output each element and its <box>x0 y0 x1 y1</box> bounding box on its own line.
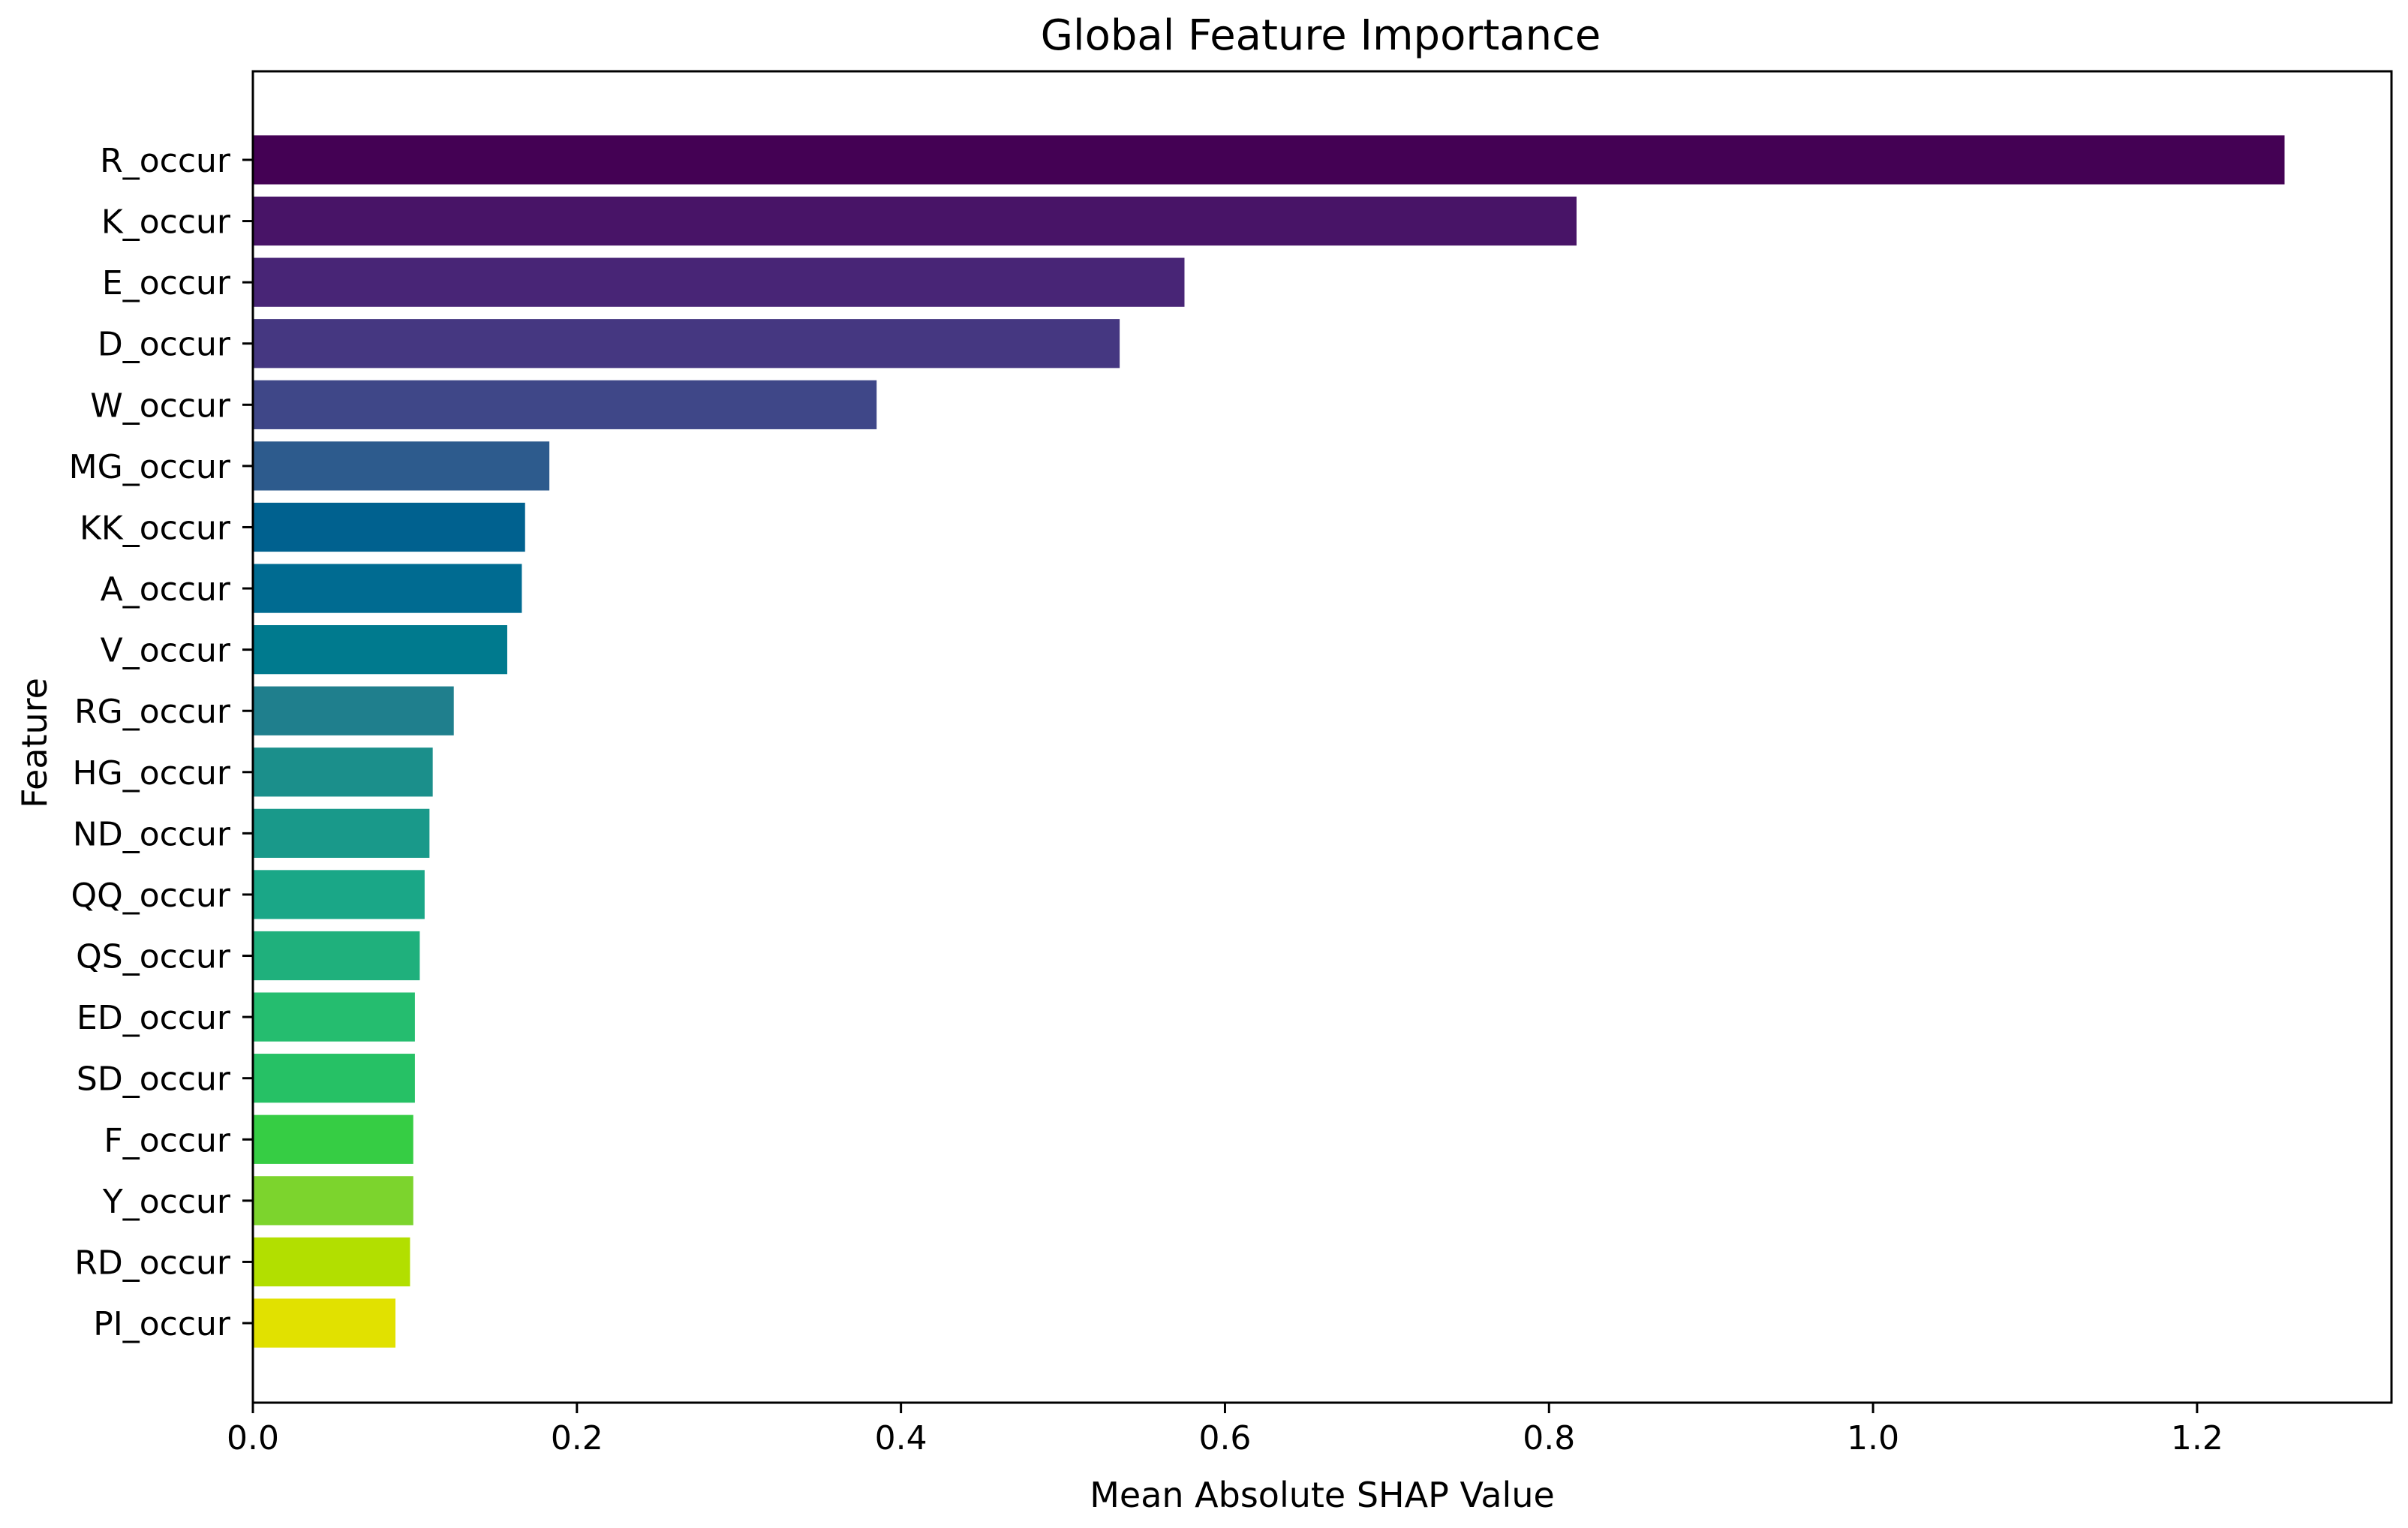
y-tick-label: K_occur <box>101 203 231 242</box>
x-axis-label: Mean Absolute SHAP Value <box>1090 1475 1555 1515</box>
bar-d-occur <box>254 319 1120 368</box>
bar-rd-occur <box>254 1237 410 1287</box>
bar-r-occur <box>254 135 2285 185</box>
x-tick-group: 0.0 0.2 0.4 0.6 0.8 1.0 1.2 <box>227 1403 2223 1457</box>
y-tick-label: R_occur <box>100 142 231 180</box>
bar-mg-occur <box>254 441 550 491</box>
x-tick-label: 0.0 <box>227 1419 279 1457</box>
y-tick-label: KK_occur <box>80 509 231 547</box>
bar-kk-occur <box>254 502 525 552</box>
bar-a-occur <box>254 564 522 613</box>
bar-nd-occur <box>254 808 430 858</box>
bar-hg-occur <box>254 747 433 797</box>
bar-f-occur <box>254 1114 413 1164</box>
x-tick-label: 0.8 <box>1523 1419 1575 1457</box>
y-tick-label: RG_occur <box>74 693 231 731</box>
bar-qs-occur <box>254 931 420 981</box>
bar-rg-occur <box>254 686 454 735</box>
y-tick-label: Y_occur <box>102 1183 231 1221</box>
bar-qq-occur <box>254 870 425 919</box>
bar-pi-occur <box>254 1298 395 1348</box>
y-tick-label: V_occur <box>101 632 231 670</box>
y-tick-label: A_occur <box>101 570 231 609</box>
bar-sd-occur <box>254 1054 415 1103</box>
y-tick-label: RD_occur <box>74 1244 231 1282</box>
y-tick-label: QS_occur <box>76 938 231 976</box>
x-tick-label: 1.0 <box>1847 1419 1899 1457</box>
bar-w-occur <box>254 380 877 429</box>
y-tick-label: MG_occur <box>69 448 231 486</box>
bar-y-occur <box>254 1176 413 1226</box>
y-tick-label: HG_occur <box>73 754 231 793</box>
x-tick-label: 0.2 <box>551 1419 603 1457</box>
y-tick-label: D_occur <box>98 326 231 364</box>
bars-group <box>254 135 2285 1348</box>
y-tick-label: SD_occur <box>77 1060 231 1099</box>
y-tick-label: ND_occur <box>73 815 231 853</box>
y-tick-label: ED_occur <box>77 999 231 1037</box>
plot-frame <box>251 70 2393 1404</box>
y-tick-label: W_occur <box>90 387 231 425</box>
y-tick-label: PI_occur <box>93 1305 231 1343</box>
x-tick-label: 0.6 <box>1198 1419 1251 1457</box>
bar-ed-occur <box>254 992 415 1042</box>
y-tick-label: E_occur <box>102 264 231 302</box>
y-axis-label: Feature <box>14 678 55 808</box>
y-tick-group: R_occur K_occur E_occur D_occur W_occur MG_oc… <box>69 142 253 1343</box>
chart-title: Global Feature Importance <box>1041 11 1601 60</box>
x-tick-label: 0.4 <box>875 1419 927 1457</box>
bar-e-occur <box>254 257 1185 307</box>
bar-v-occur <box>254 625 507 675</box>
y-tick-label: QQ_occur <box>71 877 230 915</box>
y-tick-label: F_occur <box>104 1121 230 1160</box>
bar-k-occur <box>254 196 1577 246</box>
x-tick-label: 1.2 <box>2171 1419 2223 1457</box>
